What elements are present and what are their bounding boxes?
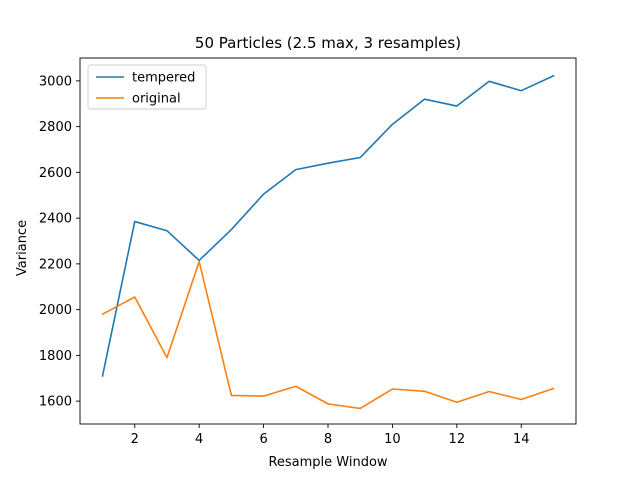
x-axis-title: Resample Window — [268, 455, 387, 470]
chart-title: 50 Particles (2.5 max, 3 resamples) — [195, 34, 461, 52]
plot-area — [101, 74, 555, 410]
legend: tempered original — [87, 64, 207, 110]
y-tick-label: 1800 — [39, 349, 72, 364]
y-tick-label: 3000 — [39, 74, 72, 89]
y-tick-label: 2200 — [39, 257, 72, 272]
axes: 2 4 6 8 10 12 14 1600 1800 2000 2200 2400 2600 2800 30… — [39, 57, 577, 447]
axes-frame — [79, 57, 577, 425]
series-line-tempered — [101, 74, 555, 377]
y-axis-title: Variance — [15, 220, 30, 276]
x-tick-label: 10 — [384, 432, 401, 447]
legend-label-tempered: tempered — [132, 71, 195, 86]
y-tick-label: 2800 — [39, 120, 72, 135]
x-tick-label: 4 — [195, 432, 203, 447]
y-tick-label: 2400 — [39, 212, 72, 227]
x-tick-label: 8 — [324, 432, 332, 447]
legend-label-original: original — [132, 92, 181, 107]
y-tick-label: 2000 — [39, 303, 72, 318]
x-tick-label: 14 — [513, 432, 530, 447]
x-tick-label: 2 — [131, 432, 139, 447]
x-tick-label: 6 — [259, 432, 267, 447]
x-tick-label: 12 — [449, 432, 466, 447]
series-line-original — [101, 260, 555, 410]
y-tick-label: 1600 — [39, 395, 72, 410]
y-tick-label: 2600 — [39, 166, 72, 181]
